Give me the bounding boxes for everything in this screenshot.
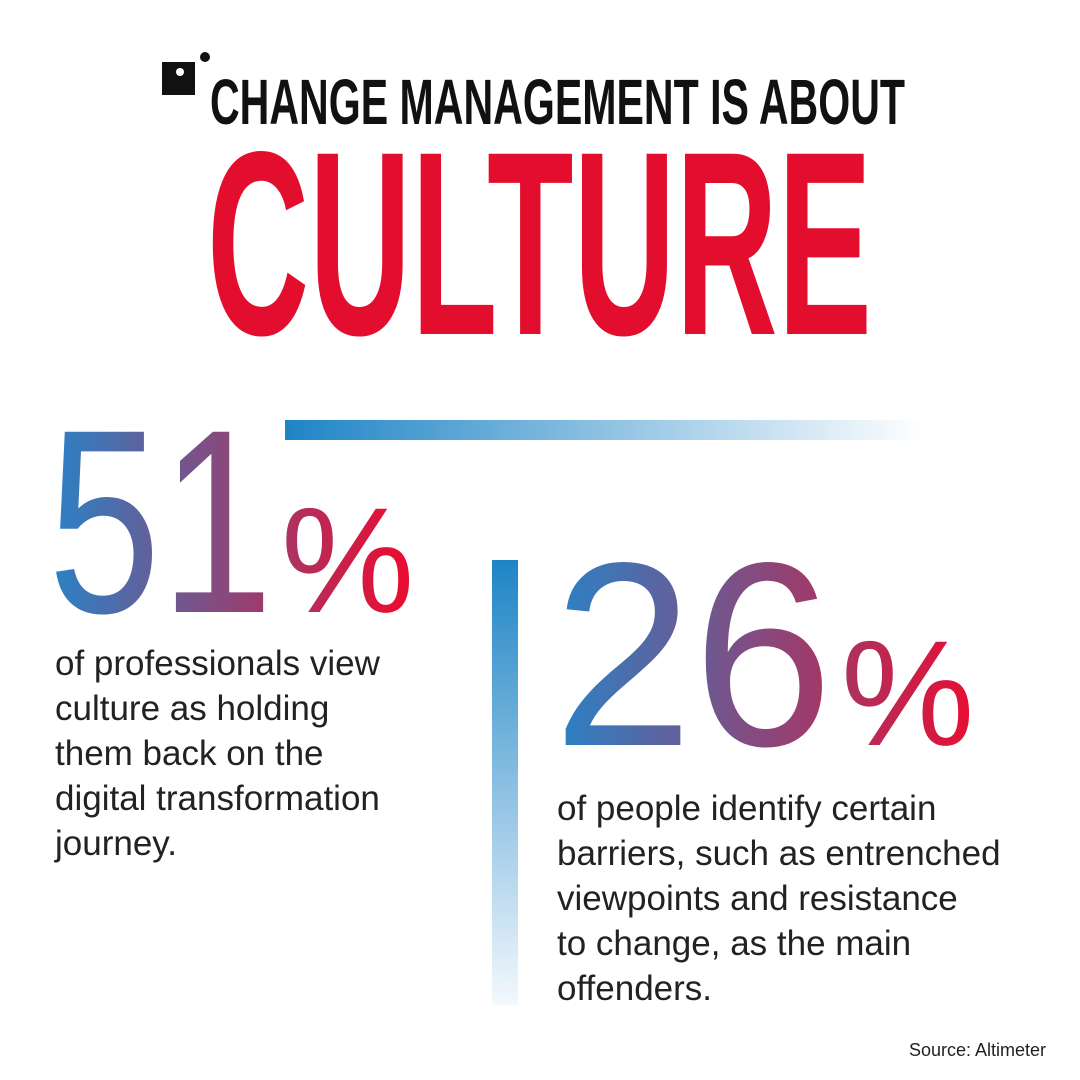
kicker: CHANGE MANAGEMENT IS ABOUT	[210, 66, 905, 138]
stat-number: 26	[553, 508, 833, 801]
source: Source: Altimeter	[909, 1040, 1046, 1060]
stat-unit: %	[281, 476, 414, 644]
stat-description: them back on the	[55, 734, 324, 773]
stat-description: offenders.	[557, 969, 712, 1008]
stat-description: digital transformation	[55, 779, 380, 818]
stat-description: to change, as the main	[557, 924, 911, 963]
stat-description: barriers, such as entrenched	[557, 834, 1001, 873]
title: CULTURE	[207, 97, 872, 390]
divider	[285, 420, 925, 440]
logo-dot	[176, 68, 184, 76]
stat-description: culture as holding	[55, 689, 329, 728]
stat-number: 51	[48, 375, 273, 668]
stat-description: journey.	[54, 824, 177, 863]
stat-description: viewpoints and resistance	[557, 879, 958, 918]
logo-dot	[200, 52, 210, 62]
stat-unit: %	[841, 609, 974, 777]
stat-description: of people identify certain	[557, 789, 936, 828]
divider	[492, 560, 518, 1005]
stat: 51%	[48, 375, 414, 668]
logo-square	[162, 62, 195, 95]
stat: 26%	[553, 508, 974, 801]
stat-description: of professionals view	[55, 644, 381, 683]
